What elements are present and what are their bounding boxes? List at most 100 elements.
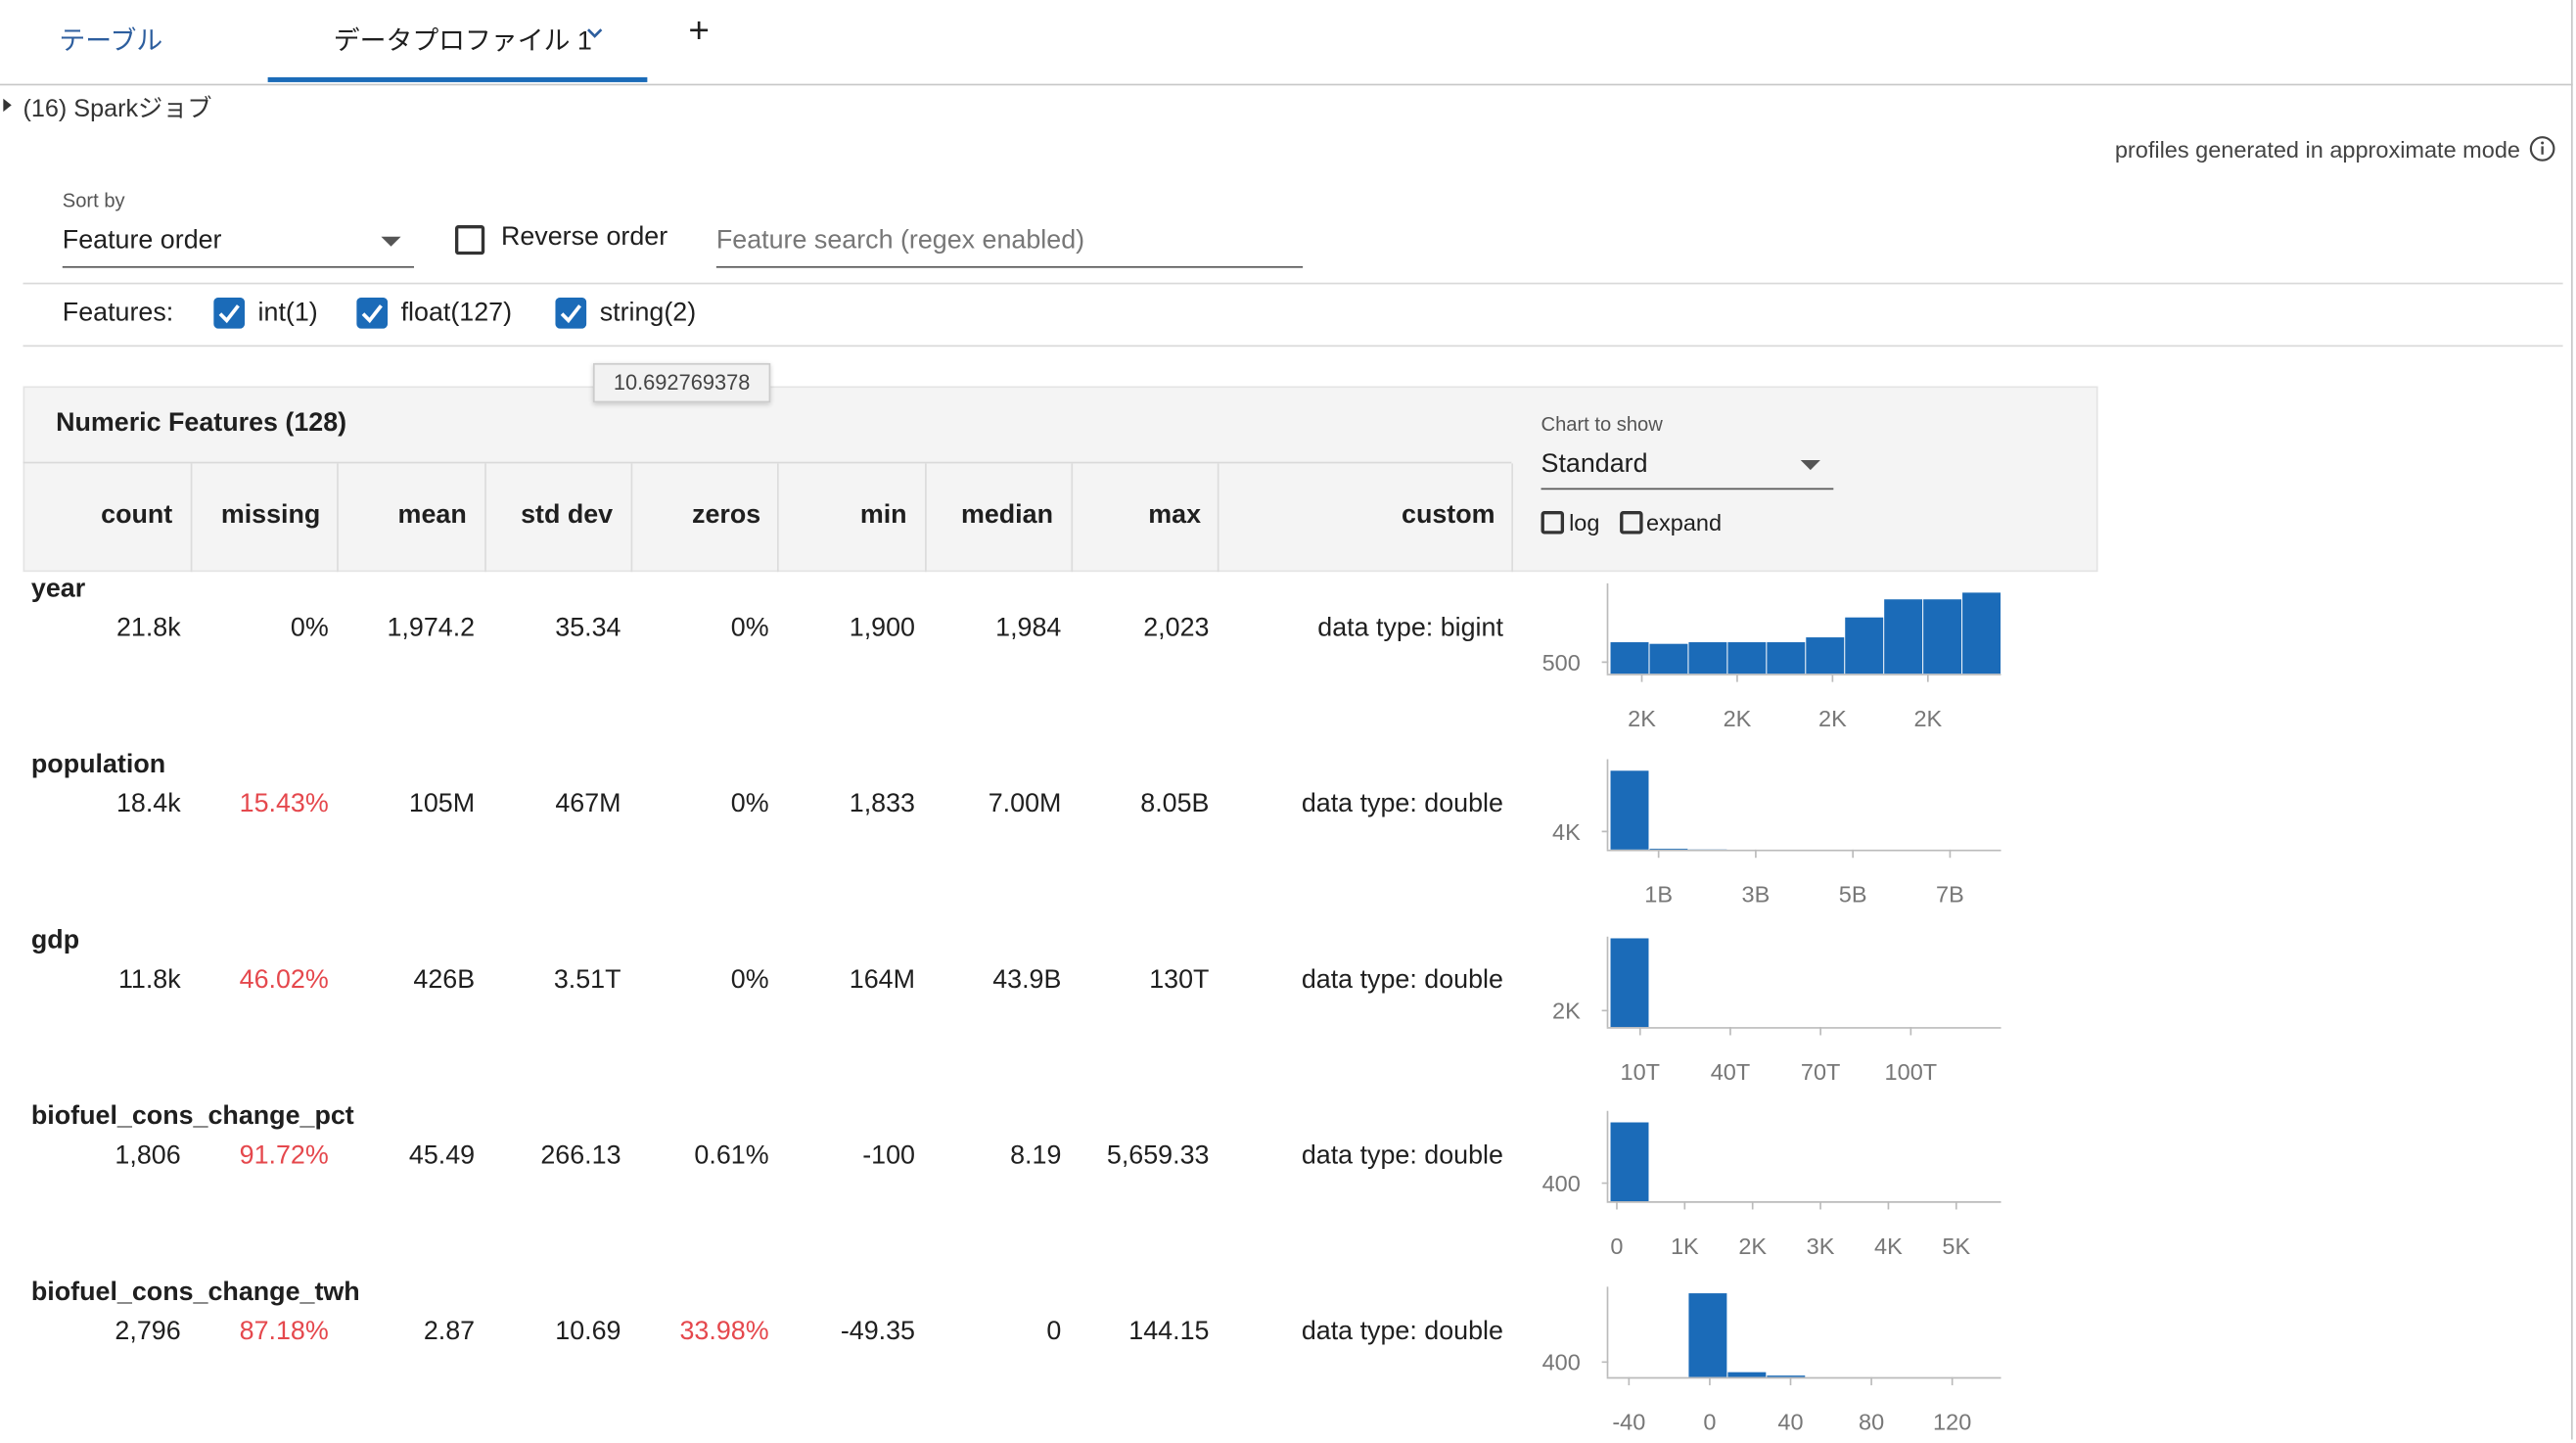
stat-value: 266.13: [540, 1142, 621, 1172]
column-separator: [337, 463, 339, 572]
checkbox-checked[interactable]: [555, 298, 586, 329]
hist-bar: [1611, 642, 1649, 674]
chart-label: Chart to show: [1541, 412, 1663, 436]
feature-type[interactable]: string(2): [600, 300, 697, 329]
column-separator: [484, 463, 486, 572]
checkbox[interactable]: [1620, 511, 1643, 535]
select-arrow[interactable]: [380, 235, 403, 248]
option-label[interactable]: log: [1569, 509, 1599, 535]
stat-value: 91.72%: [240, 1142, 329, 1172]
stat-value: 0%: [731, 966, 769, 996]
add-tab[interactable]: +: [688, 10, 710, 53]
column-separator: [1511, 463, 1513, 572]
stat-value: 33.98%: [679, 1318, 768, 1347]
feature-name: year: [31, 576, 85, 605]
column-header: zeros: [692, 501, 760, 531]
stat-value: 5,659.33: [1107, 1142, 1210, 1172]
features-label: Features:: [63, 300, 173, 329]
expand-arrow[interactable]: [2, 97, 15, 114]
column-separator: [631, 463, 633, 572]
sort-select[interactable]: Feature order: [63, 227, 222, 256]
select-arrow[interactable]: [1799, 458, 1822, 471]
feature-name: biofuel_cons_change_twh: [31, 1279, 360, 1308]
stat-value: 0%: [731, 615, 769, 644]
divider: [23, 283, 2563, 285]
tab-chevron[interactable]: [585, 24, 605, 41]
stat-value: 11.8k: [118, 966, 181, 996]
stat-value: 15.43%: [240, 790, 329, 819]
stat-value: 144.15: [1128, 1318, 1209, 1347]
column-separator: [925, 463, 927, 572]
tooltip: 10.692769378: [593, 363, 770, 402]
stat-value: 0: [1046, 1318, 1061, 1347]
hist-bar: [1806, 637, 1844, 674]
checkbox-box: [213, 298, 245, 329]
divider: [23, 346, 2563, 348]
hist-bar: [1688, 1293, 1726, 1377]
stat-value: 0%: [291, 615, 329, 644]
stat-value: data type: double: [1302, 1318, 1503, 1347]
feature-name: population: [31, 751, 165, 780]
x-tick-label: 0: [1703, 1409, 1716, 1434]
x-tick-label: 1K: [1671, 1234, 1699, 1259]
spark-jobs[interactable]: (16) Sparkジョブ: [23, 90, 212, 124]
column-header: count: [101, 501, 172, 531]
tab-indicator: [268, 77, 648, 82]
x-tick-label: 40T: [1711, 1059, 1751, 1085]
tab-active[interactable]: データプロファイル 1: [334, 18, 592, 57]
hist-bar: [1923, 599, 1961, 674]
stat-value: 130T: [1149, 966, 1209, 996]
stat-value: 8.05B: [1140, 790, 1209, 819]
stat-value: 43.9B: [992, 966, 1061, 996]
x-tick-label: 2K: [1724, 706, 1752, 731]
stat-value: 8.19: [1010, 1142, 1061, 1172]
x-tick-label: 4K: [1874, 1234, 1903, 1259]
stat-value: 1,984: [995, 615, 1061, 644]
info-icon[interactable]: [2528, 135, 2556, 163]
hist-bar: [1611, 770, 1649, 850]
reverse-label[interactable]: Reverse order: [501, 223, 667, 253]
column-separator: [1218, 463, 1219, 572]
checkbox-checked[interactable]: [213, 298, 245, 329]
x-tick-label: 7B: [1936, 882, 1964, 908]
checkbox[interactable]: [1541, 511, 1565, 535]
checkbox-box: [555, 298, 586, 329]
divider: [2571, 0, 2573, 1439]
stat-value: data type: double: [1302, 966, 1503, 996]
checkbox-checked[interactable]: [356, 298, 388, 329]
stat-value: 2,796: [115, 1318, 180, 1347]
chart-select[interactable]: Standard: [1541, 450, 1648, 480]
tab[interactable]: テーブル: [59, 18, 162, 57]
feature-type[interactable]: int(1): [258, 300, 318, 329]
option-label[interactable]: expand: [1646, 509, 1722, 535]
stat-value: 426B: [413, 966, 475, 996]
x-tick-label: 0: [1610, 1234, 1623, 1259]
underline: [716, 266, 1303, 268]
stat-value: 0%: [731, 790, 769, 819]
column-separator: [1071, 463, 1073, 572]
x-tick-label: -40: [1612, 1409, 1645, 1434]
stat-value: 1,900: [850, 615, 915, 644]
stat-value: 467M: [555, 790, 621, 819]
checkbox[interactable]: [455, 225, 484, 255]
underline: [63, 266, 414, 268]
stat-value: 7.00M: [989, 790, 1062, 819]
feature-name: gdp: [31, 927, 79, 956]
x-tick-label: 5B: [1839, 882, 1867, 908]
stat-value: 45.49: [409, 1142, 475, 1172]
x-tick-label: 80: [1859, 1409, 1884, 1434]
stat-value: 46.02%: [240, 966, 329, 996]
x-tick-label: 100T: [1885, 1059, 1938, 1085]
feature-name: biofuel_cons_change_pct: [31, 1102, 354, 1132]
x-tick-label: 2K: [1738, 1234, 1767, 1259]
hist-bar: [1727, 642, 1766, 674]
hist-bar: [1962, 592, 2001, 674]
stat-value: 35.34: [555, 615, 621, 644]
search-input[interactable]: Feature search (regex enabled): [716, 227, 1084, 256]
divider: [23, 462, 1512, 464]
feature-type[interactable]: float(127): [401, 300, 512, 329]
stat-value: data type: double: [1302, 790, 1503, 819]
stat-value: -49.35: [841, 1318, 915, 1347]
